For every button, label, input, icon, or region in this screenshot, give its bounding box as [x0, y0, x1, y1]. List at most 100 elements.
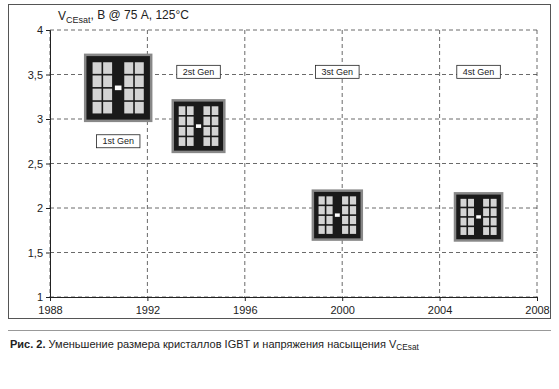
chip-cell [350, 216, 356, 224]
x-tick-label: 2000 [330, 304, 354, 316]
chip-cell [319, 216, 325, 224]
chip-cell [203, 117, 210, 126]
chip-group [455, 193, 502, 240]
chip-cell [179, 127, 186, 136]
y-tick-mark [46, 30, 50, 31]
chip-group [173, 100, 225, 152]
x-tick-mark [342, 297, 343, 301]
x-axis-line [51, 298, 538, 302]
chip-cell [491, 199, 497, 207]
chip-cell [483, 208, 489, 216]
chip-cell [461, 218, 467, 226]
caption: Рис. 2. Уменьшение размера кристаллов IG… [10, 338, 420, 352]
chip-cell [103, 102, 112, 114]
chip-gate [476, 215, 481, 218]
chip-cell [124, 102, 133, 114]
x-tick: 2000 [330, 297, 354, 316]
chip-cell [326, 206, 332, 214]
chip-cell [326, 216, 332, 224]
chip-cell [93, 62, 102, 74]
annotation-box [177, 65, 221, 78]
chip-cell [350, 226, 356, 234]
annotation: 4st Gen [457, 65, 501, 78]
chip-cell [326, 226, 332, 234]
annotation-text: 2st Gen [183, 67, 215, 77]
x-tick-mark [537, 297, 538, 301]
y-axis: 11,522,533,54 [28, 24, 51, 303]
y-tick-mark [46, 208, 50, 209]
chip-cell [203, 137, 210, 146]
chip-cell [203, 127, 210, 136]
x-tick-mark [147, 297, 148, 301]
chip-cell [342, 206, 348, 214]
y-tick-label: 2,5 [28, 158, 43, 170]
chip-cell [468, 218, 474, 226]
chip-cell [319, 226, 325, 234]
x-tick-label: 1988 [38, 304, 62, 316]
chip [173, 100, 225, 152]
caption-rule [8, 330, 551, 331]
x-tick: 1992 [136, 297, 160, 316]
y-tick-mark [46, 297, 50, 298]
annotation-box [457, 65, 501, 78]
grid-line-y [50, 163, 537, 164]
chip-cell [187, 137, 194, 146]
y-tick: 3 [37, 113, 50, 125]
chip-cell [319, 206, 325, 214]
x-tick-label: 1992 [136, 304, 160, 316]
chip-cell [103, 75, 112, 87]
chip-cell [483, 199, 489, 207]
chip-cell [187, 117, 194, 126]
annotation: 3st Gen [316, 65, 360, 78]
chip-cell [135, 89, 144, 101]
y-tick-mark [46, 119, 50, 120]
y-tick-mark [46, 253, 50, 254]
annotation-box [316, 65, 360, 78]
chip-gate [196, 124, 201, 128]
chip [85, 55, 151, 121]
chip-cell [93, 102, 102, 114]
chip-cell [319, 196, 325, 204]
grid [50, 30, 537, 297]
y-axis-line [46, 31, 51, 298]
chip-cell [342, 196, 348, 204]
chip-cell [135, 102, 144, 114]
chip-cell [179, 106, 186, 115]
chip-gate [115, 86, 122, 91]
chip-cell [124, 62, 133, 74]
chip-cell [468, 199, 474, 207]
chip-cell [491, 227, 497, 235]
chip-cell [187, 106, 194, 115]
x-axis: 198819921996200020042008 [38, 297, 549, 316]
y-tick: 1,5 [28, 247, 50, 259]
chip-cell [124, 89, 133, 101]
chip-cell [350, 196, 356, 204]
chip-cell [212, 127, 219, 136]
chip-group [85, 55, 151, 121]
chip-cell [124, 75, 133, 87]
chip [313, 191, 362, 240]
y-axis-title: VCEsat, В @ 75 A, 125°C [58, 8, 189, 25]
chip-cell [350, 206, 356, 214]
chip-cell [212, 106, 219, 115]
y-tick-label: 1,5 [28, 247, 43, 259]
grid-line-x [244, 30, 245, 297]
chip-cell [483, 218, 489, 226]
y-tick: 2,5 [28, 158, 50, 170]
y-tick: 4 [37, 24, 50, 36]
y-tick-label: 3 [37, 113, 43, 125]
chip-cell [203, 106, 210, 115]
annotation-text: 1st Gen [102, 136, 134, 146]
x-tick-label: 2008 [525, 304, 549, 316]
y-tick-mark [46, 164, 50, 165]
chip-cell [483, 227, 489, 235]
y-tick: 1 [37, 291, 50, 303]
chip-cell [491, 218, 497, 226]
y-tick-mark [46, 75, 50, 76]
x-tick: 1996 [233, 297, 257, 316]
chip-cell [187, 127, 194, 136]
chip-cell [461, 208, 467, 216]
annotations: 1st Gen 2st Gen 3st Gen 4st Gen [96, 65, 500, 147]
chip-cell [491, 208, 497, 216]
y-tick-label: 2 [37, 202, 43, 214]
